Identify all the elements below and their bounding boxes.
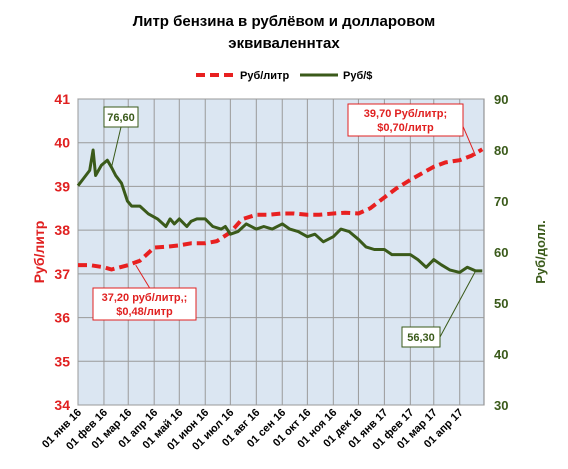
y-left-tick-label: 34 [54, 397, 70, 413]
callout-box [92, 287, 197, 321]
y-right-tick-label: 40 [494, 347, 508, 362]
y-left-tick-label: 38 [54, 222, 70, 238]
legend-label-rub-liter: Руб/литр [240, 70, 289, 82]
y-left-axis-label: Руб/литр [31, 221, 47, 284]
callout-text: 76,60 [107, 112, 135, 124]
y-left-tick-label: 35 [54, 353, 70, 369]
y-left-tick-label: 37 [54, 266, 70, 282]
ann-usd-max-callout: 76,60 [103, 106, 139, 168]
ann-end-callout: 39,70 Руб/литр; $0,70/литр [347, 103, 477, 157]
callout-text: 56,30 [407, 332, 435, 344]
y-right-tick-label: 30 [494, 398, 508, 413]
callout-text: $0,48/литр [116, 306, 173, 318]
series-line-rub-usd [76, 148, 483, 274]
callout-leader [439, 270, 477, 338]
ann-usd-end-callout: 56,30 [401, 270, 477, 348]
callout-box [401, 326, 441, 348]
y-right-tick-label: 50 [494, 296, 508, 311]
series-layer [76, 147, 484, 274]
ann-start-callout: 37,20 руб/литр,; $0,48/литр [92, 264, 197, 321]
callout-text: 37,20 руб/литр,; [102, 292, 188, 304]
chart-title-line1: Литр бензина в рублёвом и долларовом [133, 13, 436, 30]
plot-area [77, 98, 485, 406]
y-right-axis-label: Руб/долл. [533, 220, 548, 284]
callout-box [347, 103, 464, 137]
y-left-tick-label: 40 [54, 135, 70, 151]
callout-text: $0,70/литр [377, 122, 434, 134]
chart-title-line2: эквиваленнтах [228, 35, 340, 52]
y-left-tick-label: 39 [54, 178, 70, 194]
legend: Руб/литр Руб/$ [196, 70, 372, 82]
y-left-tick-label: 36 [54, 310, 70, 326]
y-right-tick-label: 80 [494, 143, 508, 158]
grid-vertical [77, 99, 461, 405]
y-left-ticks: 34 35 36 37 38 39 40 41 [54, 91, 70, 413]
y-right-ticks: 30 40 50 60 70 80 90 [494, 92, 508, 413]
legend-label-rub-usd: Руб/$ [343, 70, 372, 82]
y-right-tick-label: 90 [494, 92, 508, 107]
callout-leader [462, 126, 477, 157]
y-right-tick-label: 60 [494, 245, 508, 260]
callout-box [103, 106, 139, 128]
callout-leader [135, 264, 151, 289]
annotation-layer: 76,60 37,20 руб/литр,; $0,48/литр 39,70 Руб… [92, 103, 477, 348]
callout-leader [110, 126, 122, 168]
y-right-tick-label: 70 [494, 194, 508, 209]
series-line-rub-liter [78, 147, 484, 272]
y-left-tick-label: 41 [54, 91, 70, 107]
callout-text: 39,70 Руб/литр; [364, 108, 447, 120]
